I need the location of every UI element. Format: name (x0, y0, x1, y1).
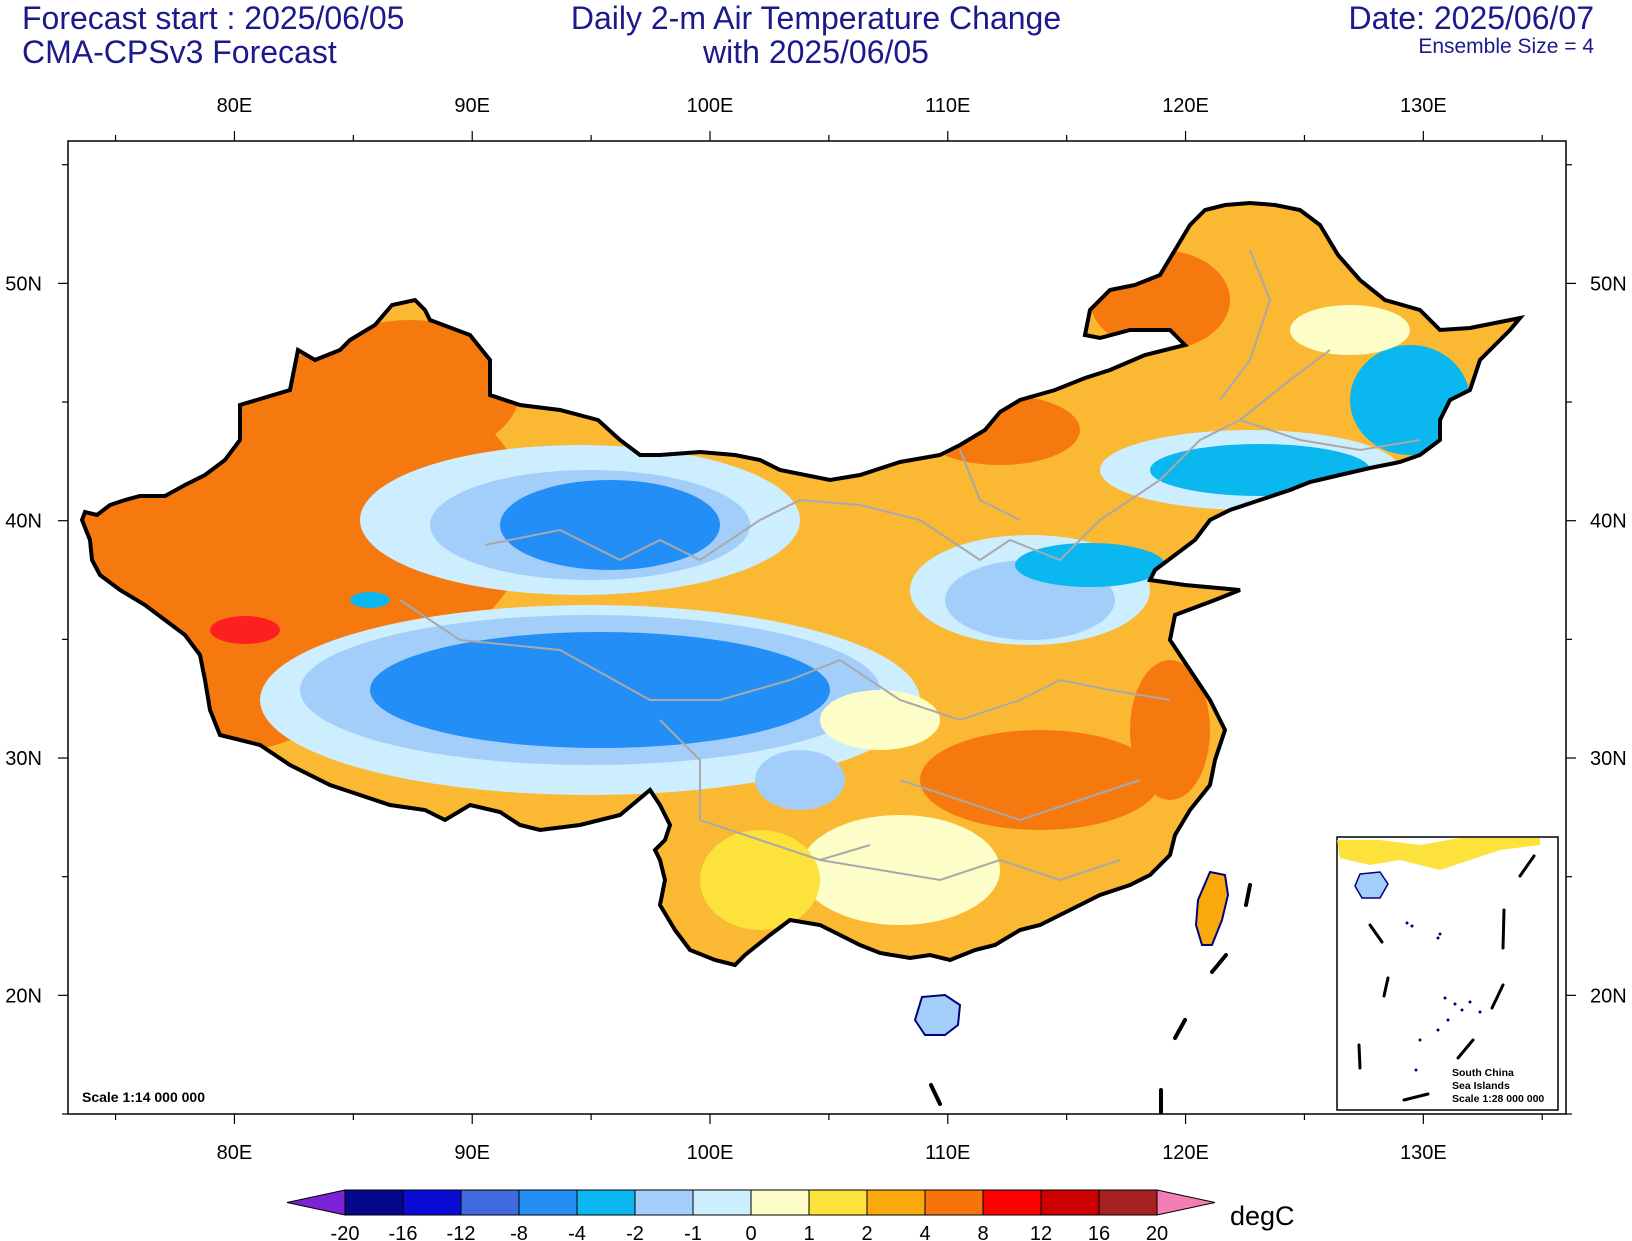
south-china-sea-inset: South China Sea Islands Scale 1:28 000 0… (1336, 836, 1559, 1111)
map-title-line2: with 2025/06/05 (703, 34, 929, 70)
lat-label-right: 50N (1590, 273, 1627, 295)
colorbar-swatch (402, 1189, 462, 1216)
colorbar-level-label: -20 (331, 1223, 360, 1241)
colorbar-level-label: 2 (861, 1223, 872, 1241)
colorbar-level-label: 12 (1030, 1223, 1052, 1241)
colorbar-level-label: -16 (389, 1223, 418, 1241)
lon-label-top: 100E (687, 95, 734, 117)
colorbar-level-label: 8 (977, 1223, 988, 1241)
ensemble-size-label: Ensemble Size = 4 (1418, 35, 1594, 58)
hainan-island (913, 993, 962, 1036)
colorbar-swatch (1098, 1189, 1158, 1216)
lon-label-bottom: 110E (925, 1142, 970, 1164)
map-frame (67, 140, 1567, 1115)
lon-label-bottom: 90E (454, 1142, 490, 1164)
lat-label-right: 30N (1590, 748, 1627, 770)
colorbar-level-label: -12 (447, 1223, 476, 1241)
colorbar-swatch (1040, 1189, 1100, 1216)
inset-title-line2: Sea Islands (1452, 1080, 1510, 1092)
lon-label-top: 90E (454, 95, 490, 117)
inset-scale-note: Scale 1:28 000 000 (1452, 1093, 1544, 1105)
colorbar-over-triangle (1156, 1189, 1216, 1216)
lat-label-left: 20N (5, 985, 42, 1007)
province-boundaries (399, 249, 1421, 882)
maritime-dashed-line (929, 883, 1252, 1114)
map-title-line1: Daily 2-m Air Temperature Change (570, 0, 1062, 36)
valid-date-label: Date: 2025/06/07 (1348, 0, 1594, 36)
color-bar: -20 -16 -12 -8 -4 -2 -1 0 1 2 4 8 12 16 20 (286, 1189, 1216, 1241)
colorbar-level-label: -2 (626, 1223, 644, 1241)
lon-label-bottom: 100E (687, 1142, 734, 1164)
colorbar-swatch (982, 1189, 1042, 1216)
colorbar-swatch (692, 1189, 752, 1216)
lon-label-top: 130E (1400, 95, 1447, 117)
colorbar-under-triangle (286, 1189, 346, 1216)
lon-label-bottom: 120E (1162, 1142, 1209, 1164)
lat-label-left: 50N (5, 273, 42, 295)
scale-note: Scale 1:14 000 000 (82, 1089, 205, 1105)
taiwan-island (1194, 870, 1230, 946)
temperature-change-field (82, 203, 1520, 965)
inset-title-line1: South China (1452, 1067, 1514, 1079)
colorbar-swatch (866, 1189, 926, 1216)
colorbar-swatch (518, 1189, 578, 1216)
colorbar-level-label: -8 (510, 1223, 528, 1241)
lon-label-bottom: 80E (217, 1142, 253, 1164)
lon-label-bottom: 130E (1400, 1142, 1447, 1164)
colorbar-unit-label: degC (1230, 1201, 1295, 1231)
colorbar-level-label: 4 (919, 1223, 930, 1241)
lat-label-left: 40N (5, 511, 42, 533)
colorbar-swatch (750, 1189, 810, 1216)
lat-label-right: 20N (1590, 985, 1627, 1007)
colorbar-level-label: 20 (1146, 1223, 1168, 1241)
colorbar-level-label: -1 (684, 1223, 702, 1241)
colorbar-swatch (460, 1189, 520, 1216)
colorbar-swatch (576, 1189, 636, 1216)
forecast-start-label: Forecast start : 2025/06/05 (22, 0, 405, 36)
colorbar-swatch (808, 1189, 868, 1216)
country-boundary (79, 200, 1526, 968)
lon-label-top: 80E (217, 95, 253, 117)
lon-label-top: 120E (1162, 95, 1209, 117)
lat-label-right: 40N (1590, 511, 1627, 533)
model-name-label: CMA-CPSv3 Forecast (22, 34, 337, 70)
lon-label-top: 110E (925, 95, 970, 117)
colorbar-swatch (634, 1189, 694, 1216)
colorbar-level-label: 0 (745, 1223, 756, 1241)
colorbar-level-label: 1 (803, 1223, 814, 1241)
colorbar-level-label: -4 (568, 1223, 586, 1241)
lat-label-left: 30N (5, 748, 42, 770)
colorbar-level-label: 16 (1088, 1223, 1110, 1241)
colorbar-swatch (924, 1189, 984, 1216)
colorbar-swatch (344, 1189, 404, 1216)
